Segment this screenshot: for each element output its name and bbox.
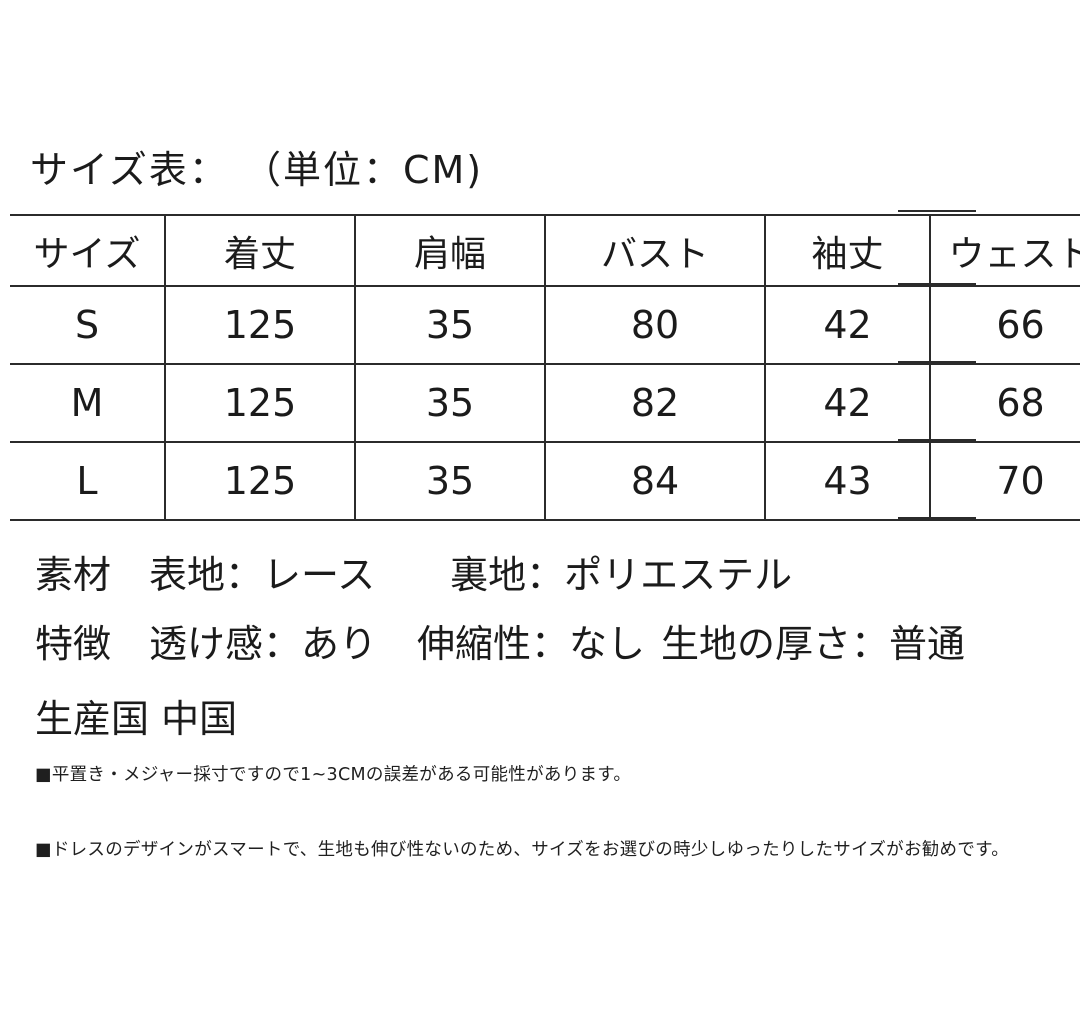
table-row-m: M 125 35 82 42 68 (10, 364, 1080, 443)
value-cell: 35 (354, 442, 545, 521)
seam-line (898, 517, 976, 519)
header-cell-bust: バスト (544, 215, 765, 287)
size-cell: S (10, 286, 165, 365)
value-cell: 80 (544, 286, 765, 365)
thickness-value: 生地の厚さ：普通 (661, 622, 966, 666)
features-label: 特徴 (35, 622, 112, 666)
value-cell: 125 (164, 286, 355, 365)
size-table: サイズ 着丈 肩幅 バスト 袖丈 ウェスト S 125 35 80 42 66 … (10, 214, 1080, 521)
header-cell-waist: ウェスト (929, 215, 1080, 287)
header-cell-length: 着丈 (164, 215, 355, 287)
table-row-s: S 125 35 80 42 66 (10, 286, 1080, 365)
measurement-note: ■平置き・メジャー採寸ですので1~3CMの誤差がある可能性があります。 (35, 765, 632, 785)
value-cell: 125 (164, 442, 355, 521)
size-cell: M (10, 364, 165, 443)
origin-value: 生産国 中国 (35, 697, 238, 741)
value-cell: 35 (354, 286, 545, 365)
value-cell: 42 (764, 364, 930, 443)
outer-fabric-value: 表地：レース (149, 553, 376, 597)
value-cell: 70 (929, 442, 1080, 521)
sheerness-value: 透け感：あり (149, 622, 378, 666)
header-cell-size: サイズ (10, 215, 165, 287)
sizing-advice-note: ■ドレスのデザインがスマートで、生地も伸び性ないのため、サイズをお選びの時少しゆ… (35, 840, 1010, 860)
value-cell: 82 (544, 364, 765, 443)
header-cell-sleeve: 袖丈 (764, 215, 930, 287)
features-line: 特徴 透け感：あり 伸縮性：なし 生地の厚さ：普通 (35, 613, 965, 668)
seam-line (898, 361, 976, 363)
material-line: 素材 表地：レース 裏地：ポリエステル (35, 544, 792, 599)
value-cell: 43 (764, 442, 930, 521)
seam-line (898, 283, 976, 285)
value-cell: 84 (544, 442, 765, 521)
origin-line: 生産国 中国 (35, 688, 237, 743)
size-cell: L (10, 442, 165, 521)
table-row-l: L 125 35 84 43 70 (10, 442, 1080, 521)
header-cell-shoulder: 肩幅 (354, 215, 545, 287)
seam-line (898, 439, 976, 441)
lining-value: 裏地：ポリエステル (450, 553, 793, 597)
stretch-value: 伸縮性：なし (417, 622, 646, 666)
value-cell: 35 (354, 364, 545, 443)
value-cell: 68 (929, 364, 1080, 443)
material-label: 素材 (35, 553, 112, 597)
page-title: サイズ表： （単位：CM) (30, 148, 484, 192)
seam-line (898, 210, 976, 212)
value-cell: 66 (929, 286, 1080, 365)
value-cell: 125 (164, 364, 355, 443)
size-table-header-row: サイズ 着丈 肩幅 バスト 袖丈 ウェスト (10, 215, 1080, 287)
value-cell: 42 (764, 286, 930, 365)
